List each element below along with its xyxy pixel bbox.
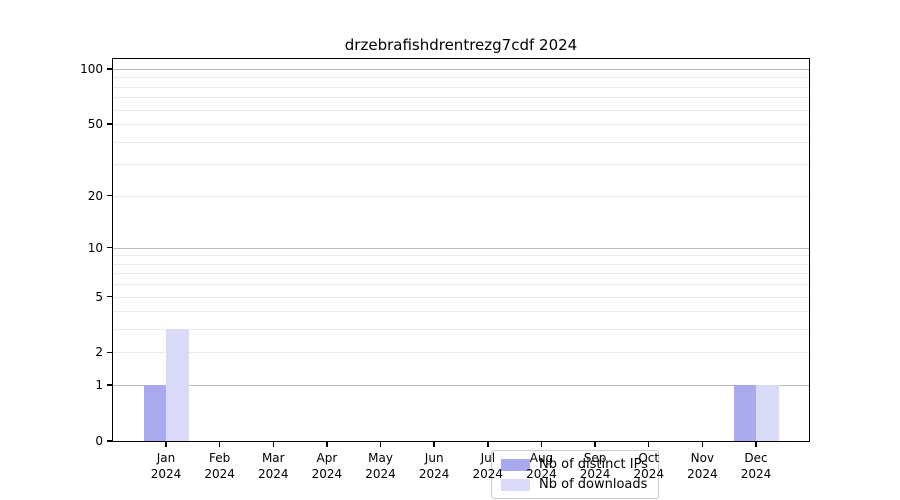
gridline-y-8: [113, 263, 809, 265]
x-tick-mark-dec: [755, 442, 757, 447]
x-tick-mark-feb: [218, 442, 221, 447]
chart-title: drzebrafishdrentrezg7cdf 2024: [344, 36, 578, 54]
gridline-y-50: [113, 124, 809, 126]
legend-label: Nb of distinct IPs: [539, 457, 648, 472]
x-tick-label-may: May 2024: [365, 451, 396, 481]
gridline-y-3: [113, 329, 809, 331]
gridline-y-80: [113, 86, 809, 88]
gridline-y-9: [113, 255, 809, 257]
gridline-y-4: [113, 311, 809, 313]
gridline-y-5: [113, 296, 809, 298]
x-tick-label-feb: Feb 2024: [204, 451, 235, 481]
x-tick-label-nov: Nov 2024: [687, 451, 718, 481]
y-tick-label-1: 1: [95, 378, 103, 393]
x-tick-mark-mar: [272, 442, 274, 447]
x-tick-mark-sep: [594, 442, 596, 447]
x-tick-label-jun: Jun 2024: [418, 451, 450, 481]
x-tick-label-jul: Jul 2024: [472, 451, 504, 481]
x-tick-mark-jan: [165, 442, 167, 447]
x-tick-label-apr: Apr 2024: [311, 451, 343, 481]
x-tick-mark-aug: [540, 442, 543, 447]
x-tick-label-dec: Dec 2024: [740, 451, 772, 481]
y-tick-label-50: 50: [87, 117, 103, 132]
x-tick-label-oct: Oct 2024: [633, 451, 664, 481]
y-tick-mark-50: [107, 123, 112, 125]
y-tick-label-20: 20: [87, 188, 103, 203]
gridline-y-2: [113, 352, 809, 354]
y-tick-mark-2: [107, 351, 112, 354]
y-tick-mark-1: [107, 384, 112, 386]
y-tick-label-10: 10: [87, 240, 103, 255]
bar-downloads-dec: [756, 385, 779, 441]
y-tick-label-2: 2: [95, 345, 103, 360]
gridline-y-60: [113, 109, 809, 111]
x-tick-label-sep: Sep 2024: [579, 451, 611, 481]
y-tick-label-0: 0: [95, 434, 103, 448]
x-tick-label-mar: Mar 2024: [257, 451, 289, 481]
gridline-y-100: [113, 69, 809, 70]
x-tick-mark-nov: [701, 442, 704, 447]
y-tick-mark-10: [107, 247, 112, 249]
gridline-y-30: [113, 164, 809, 166]
bar-distinct-ips-jan: [143, 385, 166, 441]
y-tick-mark-0: [107, 440, 112, 442]
y-tick-mark-5: [107, 295, 112, 298]
distinct-ips-swatch-icon: [501, 458, 530, 471]
x-tick-label-aug: Aug 2024: [526, 451, 557, 481]
gridline-y-1: [113, 385, 809, 387]
downloads-swatch-icon: [501, 478, 530, 491]
gridline-y-90: [113, 77, 809, 79]
bar-downloads-jan: [166, 329, 189, 441]
x-tick-mark-may: [379, 442, 382, 447]
gridline-y-70: [113, 97, 809, 99]
y-tick-label-100: 100: [80, 62, 103, 76]
y-tick-mark-100: [107, 68, 112, 70]
y-tick-label-5: 5: [95, 289, 103, 304]
legend-label: Nb of downloads: [539, 477, 648, 492]
x-tick-label-jan: Jan 2024: [150, 451, 182, 481]
gridline-y-20: [113, 195, 809, 197]
x-tick-mark-jun: [433, 442, 435, 447]
legend-item-distinct-ips: Nb of distinct IPs: [501, 457, 648, 472]
plot-area: Nb of distinct IPs Nb of downloads: [112, 58, 810, 499]
legend: Nb of distinct IPs Nb of downloads: [491, 450, 659, 499]
bar-distinct-ips-dec: [733, 385, 756, 441]
gridline-y-40: [113, 141, 809, 143]
gridline-y-6: [113, 284, 809, 286]
gridline-y-10: [113, 247, 809, 249]
legend-item-downloads: Nb of downloads: [501, 477, 648, 492]
x-tick-mark-oct: [648, 442, 650, 447]
x-tick-mark-apr: [326, 442, 328, 447]
x-tick-mark-jul: [487, 442, 489, 447]
y-tick-mark-20: [107, 194, 112, 197]
gridline-y-7: [113, 273, 809, 275]
